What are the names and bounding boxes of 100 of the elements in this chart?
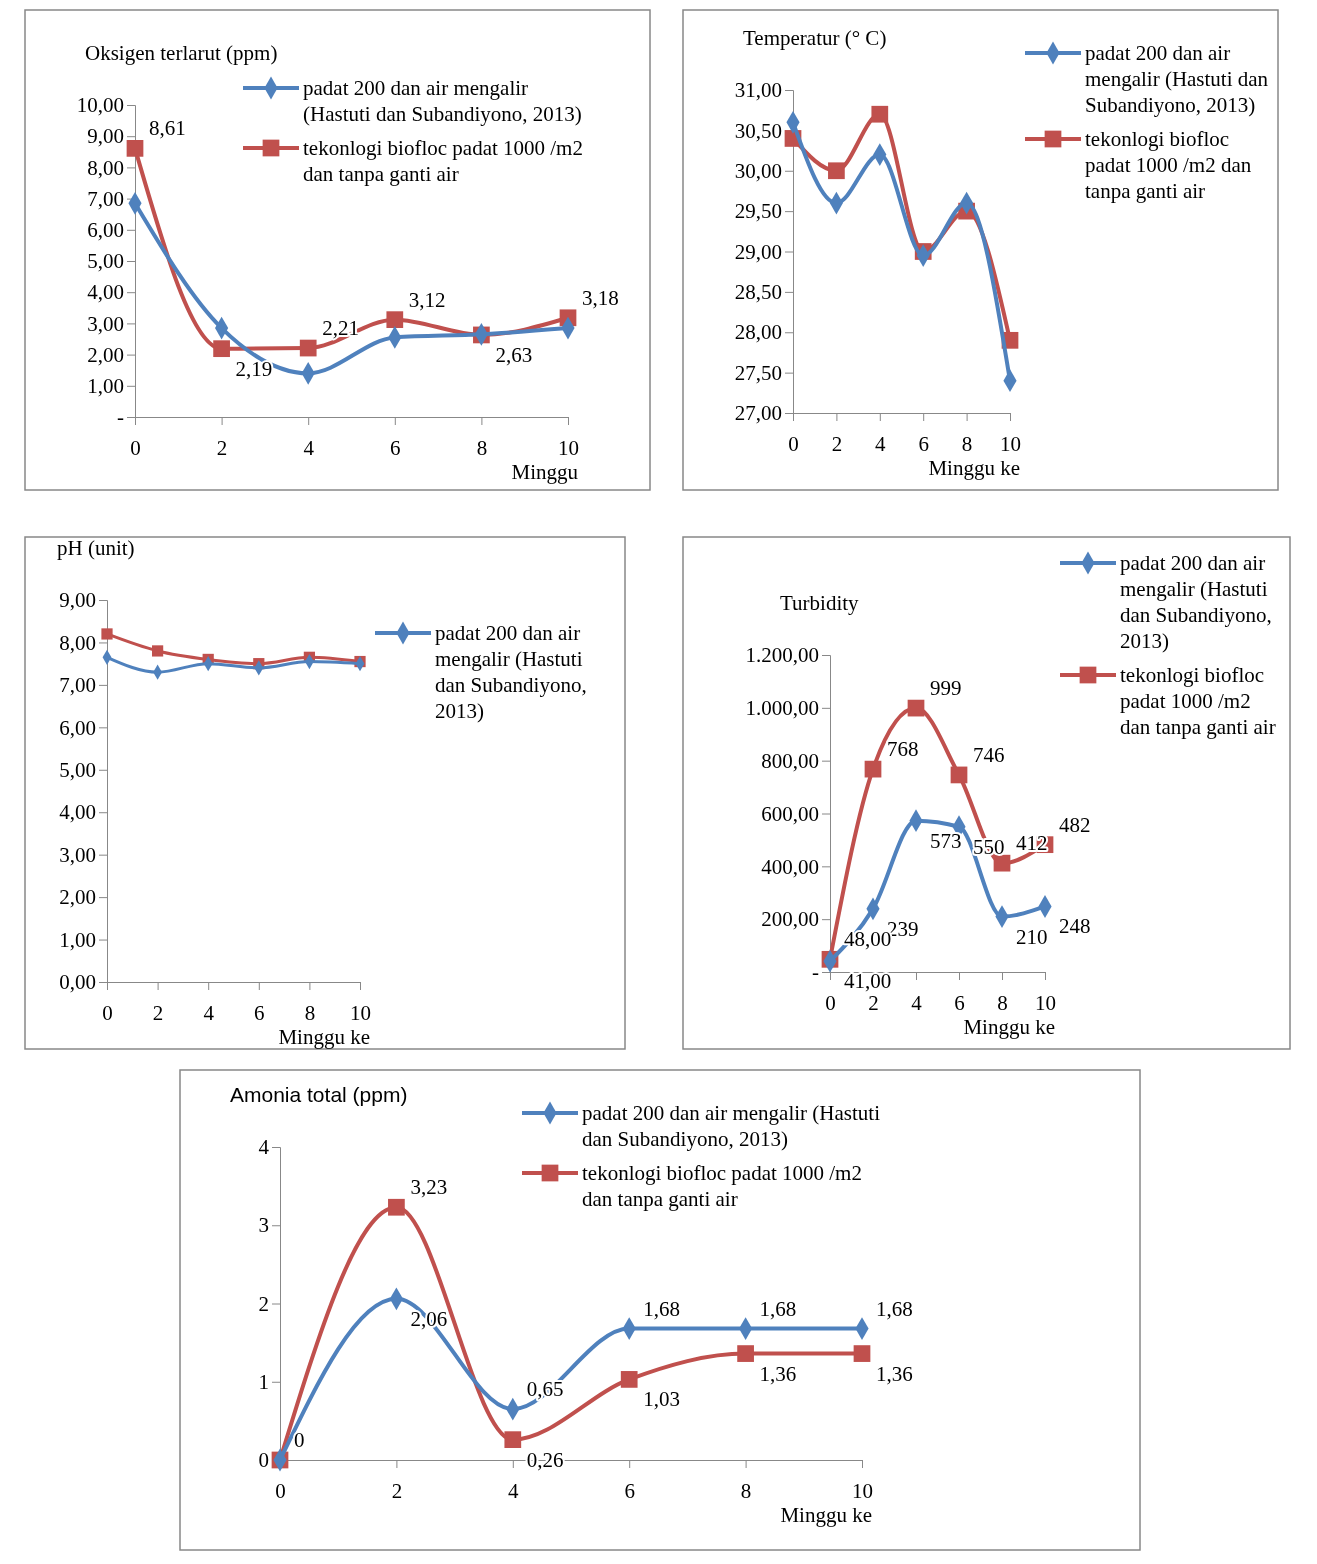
- y-tick-label: 800,00: [761, 748, 819, 773]
- data-label: 3,18: [582, 285, 619, 310]
- y-tick-label: 28,50: [734, 280, 782, 305]
- x-axis-title: Minggu ke: [928, 456, 1020, 480]
- x-tick-label: 4: [875, 432, 887, 457]
- data-label: 1,03: [643, 1387, 680, 1412]
- x-tick-label: 6: [390, 436, 401, 461]
- y-tick-label: 7,00: [87, 186, 124, 211]
- x-axis-title: Minggu: [511, 460, 579, 484]
- point: [299, 339, 317, 357]
- y-tick-label: -: [117, 405, 124, 430]
- y-tick-label: 31,00: [734, 78, 782, 103]
- x-tick-label: 0: [130, 436, 141, 461]
- legend-label: padat 200 dan air mengalir (Hastuti dan Subandiyono, 2013): [303, 76, 582, 126]
- x-tick-label: 8: [961, 432, 973, 457]
- x-tick-label: 10: [1000, 432, 1021, 457]
- data-label: 3,12: [408, 287, 446, 312]
- y-tick-label: 30,50: [734, 118, 782, 143]
- y-tick-label: -: [812, 960, 819, 985]
- data-label: 2,19: [235, 356, 273, 381]
- x-tick-label: 10: [852, 1479, 873, 1504]
- x-tick-label: 8: [740, 1479, 752, 1504]
- data-label: 1,68: [643, 1296, 680, 1321]
- legend-label: padat 200 dan air mengalir (Hastuti dan Subandiyono, 2013): [1120, 551, 1272, 653]
- y-tick-label: 5,00: [87, 249, 124, 274]
- y-tick-label: 9,00: [59, 588, 96, 613]
- point: [213, 340, 230, 358]
- y-tick-label: 29,00: [734, 239, 782, 264]
- legend-label: padat 200 dan air mengalir (Hastuti dan Subandiyono, 2013): [582, 1101, 881, 1151]
- x-tick-label: 2: [831, 432, 843, 457]
- legend-label: tekonlogi biofloc padat 1000 /m2 dan tanpa ganti air: [1085, 127, 1252, 203]
- y-tick-label: 1.200,00: [745, 643, 819, 668]
- data-label: 1,68: [876, 1296, 913, 1321]
- y-tick-label: 30,00: [734, 158, 782, 183]
- y-tick-label: 8,00: [87, 155, 124, 180]
- point: [871, 105, 889, 123]
- data-label: 2,21: [322, 316, 359, 341]
- y-tick-label: 200,00: [761, 907, 819, 932]
- data-label: 0: [294, 1428, 305, 1452]
- y-tick-label: 1,00: [59, 927, 96, 952]
- x-tick-label: 6: [954, 991, 965, 1016]
- y-tick-label: 29,50: [734, 199, 782, 224]
- y-tick-label: 5,00: [59, 758, 96, 782]
- data-label: 482: [1059, 812, 1091, 837]
- y-tick-label: 2: [258, 1291, 269, 1316]
- legend-label: padat 200 dan air mengalir (Hastuti dan Subandiyono, 2013): [1085, 41, 1269, 117]
- chart-title: Turbidity: [780, 591, 860, 615]
- x-tick-label: 0: [275, 1479, 286, 1504]
- point: [151, 645, 164, 657]
- data-label: 3,23: [410, 1175, 448, 1200]
- data-label: 999: [930, 676, 962, 701]
- data-label: 41,00: [844, 969, 892, 994]
- y-tick-label: 4,00: [59, 800, 96, 825]
- x-tick-label: 4: [508, 1479, 520, 1504]
- point: [504, 1431, 522, 1449]
- data-label: 8,61: [149, 116, 186, 141]
- x-tick-label: 8: [304, 1001, 316, 1026]
- y-tick-label: 3: [258, 1213, 269, 1238]
- point: [864, 760, 882, 778]
- y-tick-label: 3,00: [87, 311, 124, 336]
- x-tick-label: 4: [203, 1001, 215, 1026]
- chart-title: Amonia total (ppm): [230, 1083, 408, 1106]
- x-tick-label: 10: [1035, 991, 1056, 1016]
- y-tick-label: 27,50: [734, 360, 782, 385]
- y-tick-label: 600,00: [761, 801, 819, 826]
- point: [907, 699, 925, 717]
- x-tick-label: 8: [476, 436, 488, 461]
- y-tick-label: 1.000,00: [745, 696, 819, 721]
- x-tick-label: 6: [254, 1001, 265, 1026]
- chart-title: Oksigen terlarut (ppm): [85, 41, 278, 65]
- y-tick-label: 6,00: [87, 218, 124, 243]
- y-tick-label: 1,00: [87, 374, 124, 399]
- data-label: 210: [1016, 924, 1048, 949]
- x-axis-title: Minggu ke: [780, 1503, 872, 1527]
- x-tick-label: 6: [918, 432, 929, 457]
- x-tick-label: 10: [350, 1001, 371, 1026]
- x-tick-label: 8: [997, 991, 1008, 1016]
- y-tick-label: 2,00: [87, 342, 124, 367]
- y-tick-label: 400,00: [761, 854, 819, 879]
- x-tick-label: 2: [216, 436, 228, 461]
- chart-title: Temperatur (° C): [743, 26, 887, 50]
- point: [828, 162, 845, 180]
- y-tick-label: 9,00: [87, 124, 124, 149]
- point: [386, 311, 404, 329]
- point: [737, 1345, 754, 1362]
- x-tick-label: 2: [391, 1479, 403, 1504]
- data-label: 2,63: [495, 342, 533, 367]
- point: [950, 766, 968, 784]
- point: [853, 1345, 871, 1362]
- x-tick-label: 0: [825, 991, 836, 1016]
- x-tick-label: 4: [911, 991, 923, 1016]
- legend-label: tekonlogi biofloc padat 1000 /m2 dan tanpa ganti air: [303, 136, 583, 186]
- point: [620, 1371, 638, 1388]
- point: [101, 628, 113, 640]
- data-label: 1,68: [759, 1296, 797, 1321]
- y-tick-label: 0: [258, 1448, 269, 1473]
- y-tick-label: 6,00: [59, 715, 96, 740]
- y-tick-label: 4: [258, 1135, 270, 1160]
- legend-label: padat 200 dan air mengalir (Hastuti dan Subandiyono, 2013): [435, 621, 587, 723]
- data-label: 248: [1059, 914, 1091, 939]
